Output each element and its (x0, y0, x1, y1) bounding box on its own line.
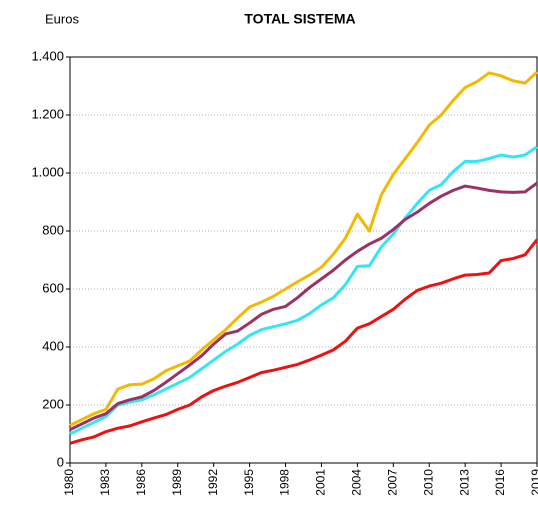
x-tick-label: 2019 (529, 469, 538, 496)
x-tick-label: 1995 (242, 469, 256, 496)
series-line (69, 238, 538, 445)
y-tick-label: 1.200 (31, 106, 64, 121)
x-tick-label: 2013 (457, 469, 471, 496)
series-line (69, 181, 538, 431)
x-tick-label: 1983 (98, 469, 112, 496)
y-tick-label: 600 (42, 280, 64, 295)
x-tick-label: 2007 (385, 469, 399, 496)
y-tick-label: 400 (42, 338, 64, 353)
y-tick-label: 0 (57, 454, 64, 469)
plot-border (69, 56, 538, 464)
chart-title: TOTAL SISTEMA (244, 11, 355, 27)
x-tick-label: 2001 (314, 469, 328, 496)
y-tick-label: 1.400 (31, 48, 64, 63)
y-axis-label: Euros (45, 11, 79, 26)
x-tick-label: 1986 (134, 469, 148, 496)
series-line (69, 145, 538, 436)
x-tick-label: 2016 (493, 469, 507, 496)
y-tick-label: 1.000 (31, 164, 64, 179)
x-tick-label: 1989 (170, 469, 184, 496)
x-tick-label: 1998 (278, 469, 292, 496)
x-tick-label: 1980 (62, 469, 76, 496)
x-tick-label: 1992 (206, 469, 220, 496)
x-tick-label: 2010 (421, 469, 435, 496)
series-line (69, 70, 538, 427)
y-tick-label: 200 (42, 396, 64, 411)
x-tick-label: 2004 (350, 469, 364, 496)
y-tick-label: 800 (42, 222, 64, 237)
